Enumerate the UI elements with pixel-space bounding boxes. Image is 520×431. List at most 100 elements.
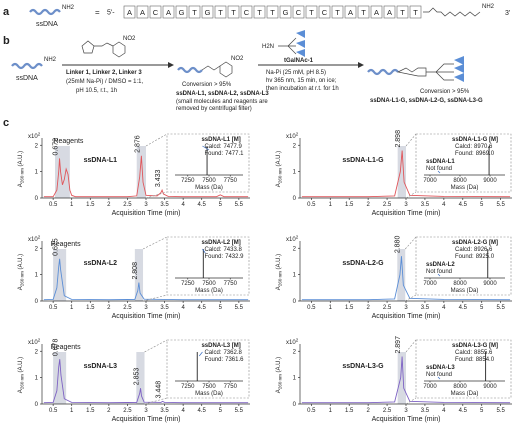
x-tick-label: 5.5 <box>235 408 244 414</box>
found: Found: 7361.6 <box>204 357 244 363</box>
base-box <box>357 5 370 19</box>
panel-label: a <box>3 6 10 18</box>
base-letter: T <box>192 8 197 17</box>
highlight-region <box>397 352 406 404</box>
y-scale-label: x102 <box>286 235 299 244</box>
found-value: 7432.9 <box>225 254 244 260</box>
found-label: Found: <box>455 151 474 157</box>
x-tick-label: 0.5 <box>307 305 316 311</box>
condition: hv 365 nm, 15 min, on ice; <box>266 78 337 84</box>
y-tick-label: 0 <box>35 299 39 305</box>
inset-tick-label: 7250 <box>181 178 195 184</box>
amine-label: NH2 <box>44 57 57 63</box>
y-tick-label: 1 <box>293 273 297 279</box>
ssdna-label: ssDNA <box>16 75 38 82</box>
product-structure <box>201 61 233 78</box>
x-tick-label: 1.5 <box>86 305 95 311</box>
inset-tick-label: 7000 <box>423 384 437 390</box>
inset-frame <box>166 236 250 296</box>
chart-title: ssDNA-L1 <box>84 157 118 164</box>
y-tick-label: 2 <box>35 349 39 355</box>
calcd-label: Calcd: <box>204 350 221 356</box>
inset-connector <box>142 236 168 302</box>
base-letter: T <box>270 8 275 17</box>
reagent: tGalNAc-1 <box>284 58 314 64</box>
three-prime: 3' <box>505 10 510 17</box>
peak-label: 2.876 <box>134 135 141 153</box>
calcd-label: Calcd: <box>455 144 472 150</box>
y-scale-base: x10 <box>286 340 296 346</box>
base-box <box>409 5 422 19</box>
base-letter: T <box>309 8 314 17</box>
x-axis-label: Acquisition Time (min) <box>372 416 441 423</box>
y-axis-label: A260 nm (A.U.) <box>276 357 283 393</box>
highlight-region <box>136 146 146 198</box>
y-tick-label: 1 <box>35 273 39 279</box>
base-letter: G <box>179 8 185 17</box>
y-axis-label: A260 nm (A.U.) <box>276 151 283 187</box>
y-tick-label: 2 <box>293 246 297 252</box>
base-box <box>292 5 305 19</box>
x-tick-label: 2.5 <box>383 408 392 414</box>
inset-tick-label: 7500 <box>202 178 216 184</box>
x-tick-label: 0.5 <box>49 305 58 311</box>
five-prime: 5'- <box>107 10 115 17</box>
panel-label: c <box>3 117 9 129</box>
x-tick-label: 1.5 <box>86 408 95 414</box>
x-tick-label: 5.5 <box>496 408 505 414</box>
ssdna-icon <box>29 8 61 16</box>
calcd-value: 8855.6 <box>474 350 493 356</box>
base-letter: A <box>387 8 392 17</box>
x-tick-label: 4.5 <box>198 408 207 414</box>
y-axis-label: A260 nm (A.U.) <box>18 254 25 290</box>
y-scale-exp: 2 <box>296 132 299 137</box>
highlight-region <box>134 249 144 301</box>
linker-structure <box>81 40 126 58</box>
y-tick-label: 1 <box>35 170 39 176</box>
y-scale-exp: 2 <box>38 338 41 343</box>
x-tick-label: 3 <box>144 202 148 208</box>
y-label-main: A <box>18 286 24 290</box>
peak-label: 2.880 <box>394 236 401 254</box>
calcd: Calcd: 8926.6 <box>455 247 493 253</box>
y-tick-label: 1 <box>293 170 297 176</box>
reagent: Linker 1, Linker 2, Linker 3 <box>66 70 142 76</box>
y-tick-label: 2 <box>293 349 297 355</box>
inset-x-label: Mass (Da) <box>451 288 479 294</box>
inset-tick-label: 7250 <box>181 384 195 390</box>
inset-connector <box>405 339 417 405</box>
condition: (25mM Na-Pi) / DMSO = 1:1, <box>66 79 144 85</box>
peak-label: 0.675 <box>53 238 60 256</box>
y-tick-label: 0 <box>35 402 39 408</box>
inset-title: ssDNA-L3-G [M] <box>452 343 498 349</box>
reagents-label: Reagents <box>51 344 81 351</box>
calcd-label: Calcd: <box>204 247 221 253</box>
x-tick-label: 2.5 <box>123 202 132 208</box>
x-tick-label: 3.5 <box>160 408 169 414</box>
y-label-unit: (A.U.) <box>276 254 282 271</box>
inset-title: ssDNA-L2-G [M] <box>452 240 498 246</box>
x-tick-label: 1 <box>329 202 333 208</box>
found: Found: 8969.0 <box>455 151 495 157</box>
ssdna-label: ssDNA <box>36 21 58 28</box>
base-box <box>240 5 253 19</box>
found-value: 8854.0 <box>476 357 495 363</box>
base-box <box>383 5 396 19</box>
conversion: Conversion > 95% <box>420 89 470 95</box>
chart-title: ssDNA-L3-G <box>342 363 384 370</box>
x-tick-label: 1 <box>70 305 74 311</box>
y-label-main: A <box>18 389 24 393</box>
inset-frame <box>415 133 512 193</box>
inset-x-label: Mass (Da) <box>195 185 223 191</box>
base-box <box>331 5 344 19</box>
not-found-arrow <box>437 170 441 174</box>
nitro-label: NO2 <box>123 36 136 42</box>
trace <box>43 155 249 198</box>
y-label-sub: 260 nm <box>278 271 283 286</box>
ssdna-icon <box>11 62 43 70</box>
calcd: Calcd: 8855.6 <box>455 350 493 356</box>
found-arrow <box>198 351 203 357</box>
not-found-arrow <box>437 273 441 277</box>
y-scale-label: x102 <box>286 338 299 347</box>
